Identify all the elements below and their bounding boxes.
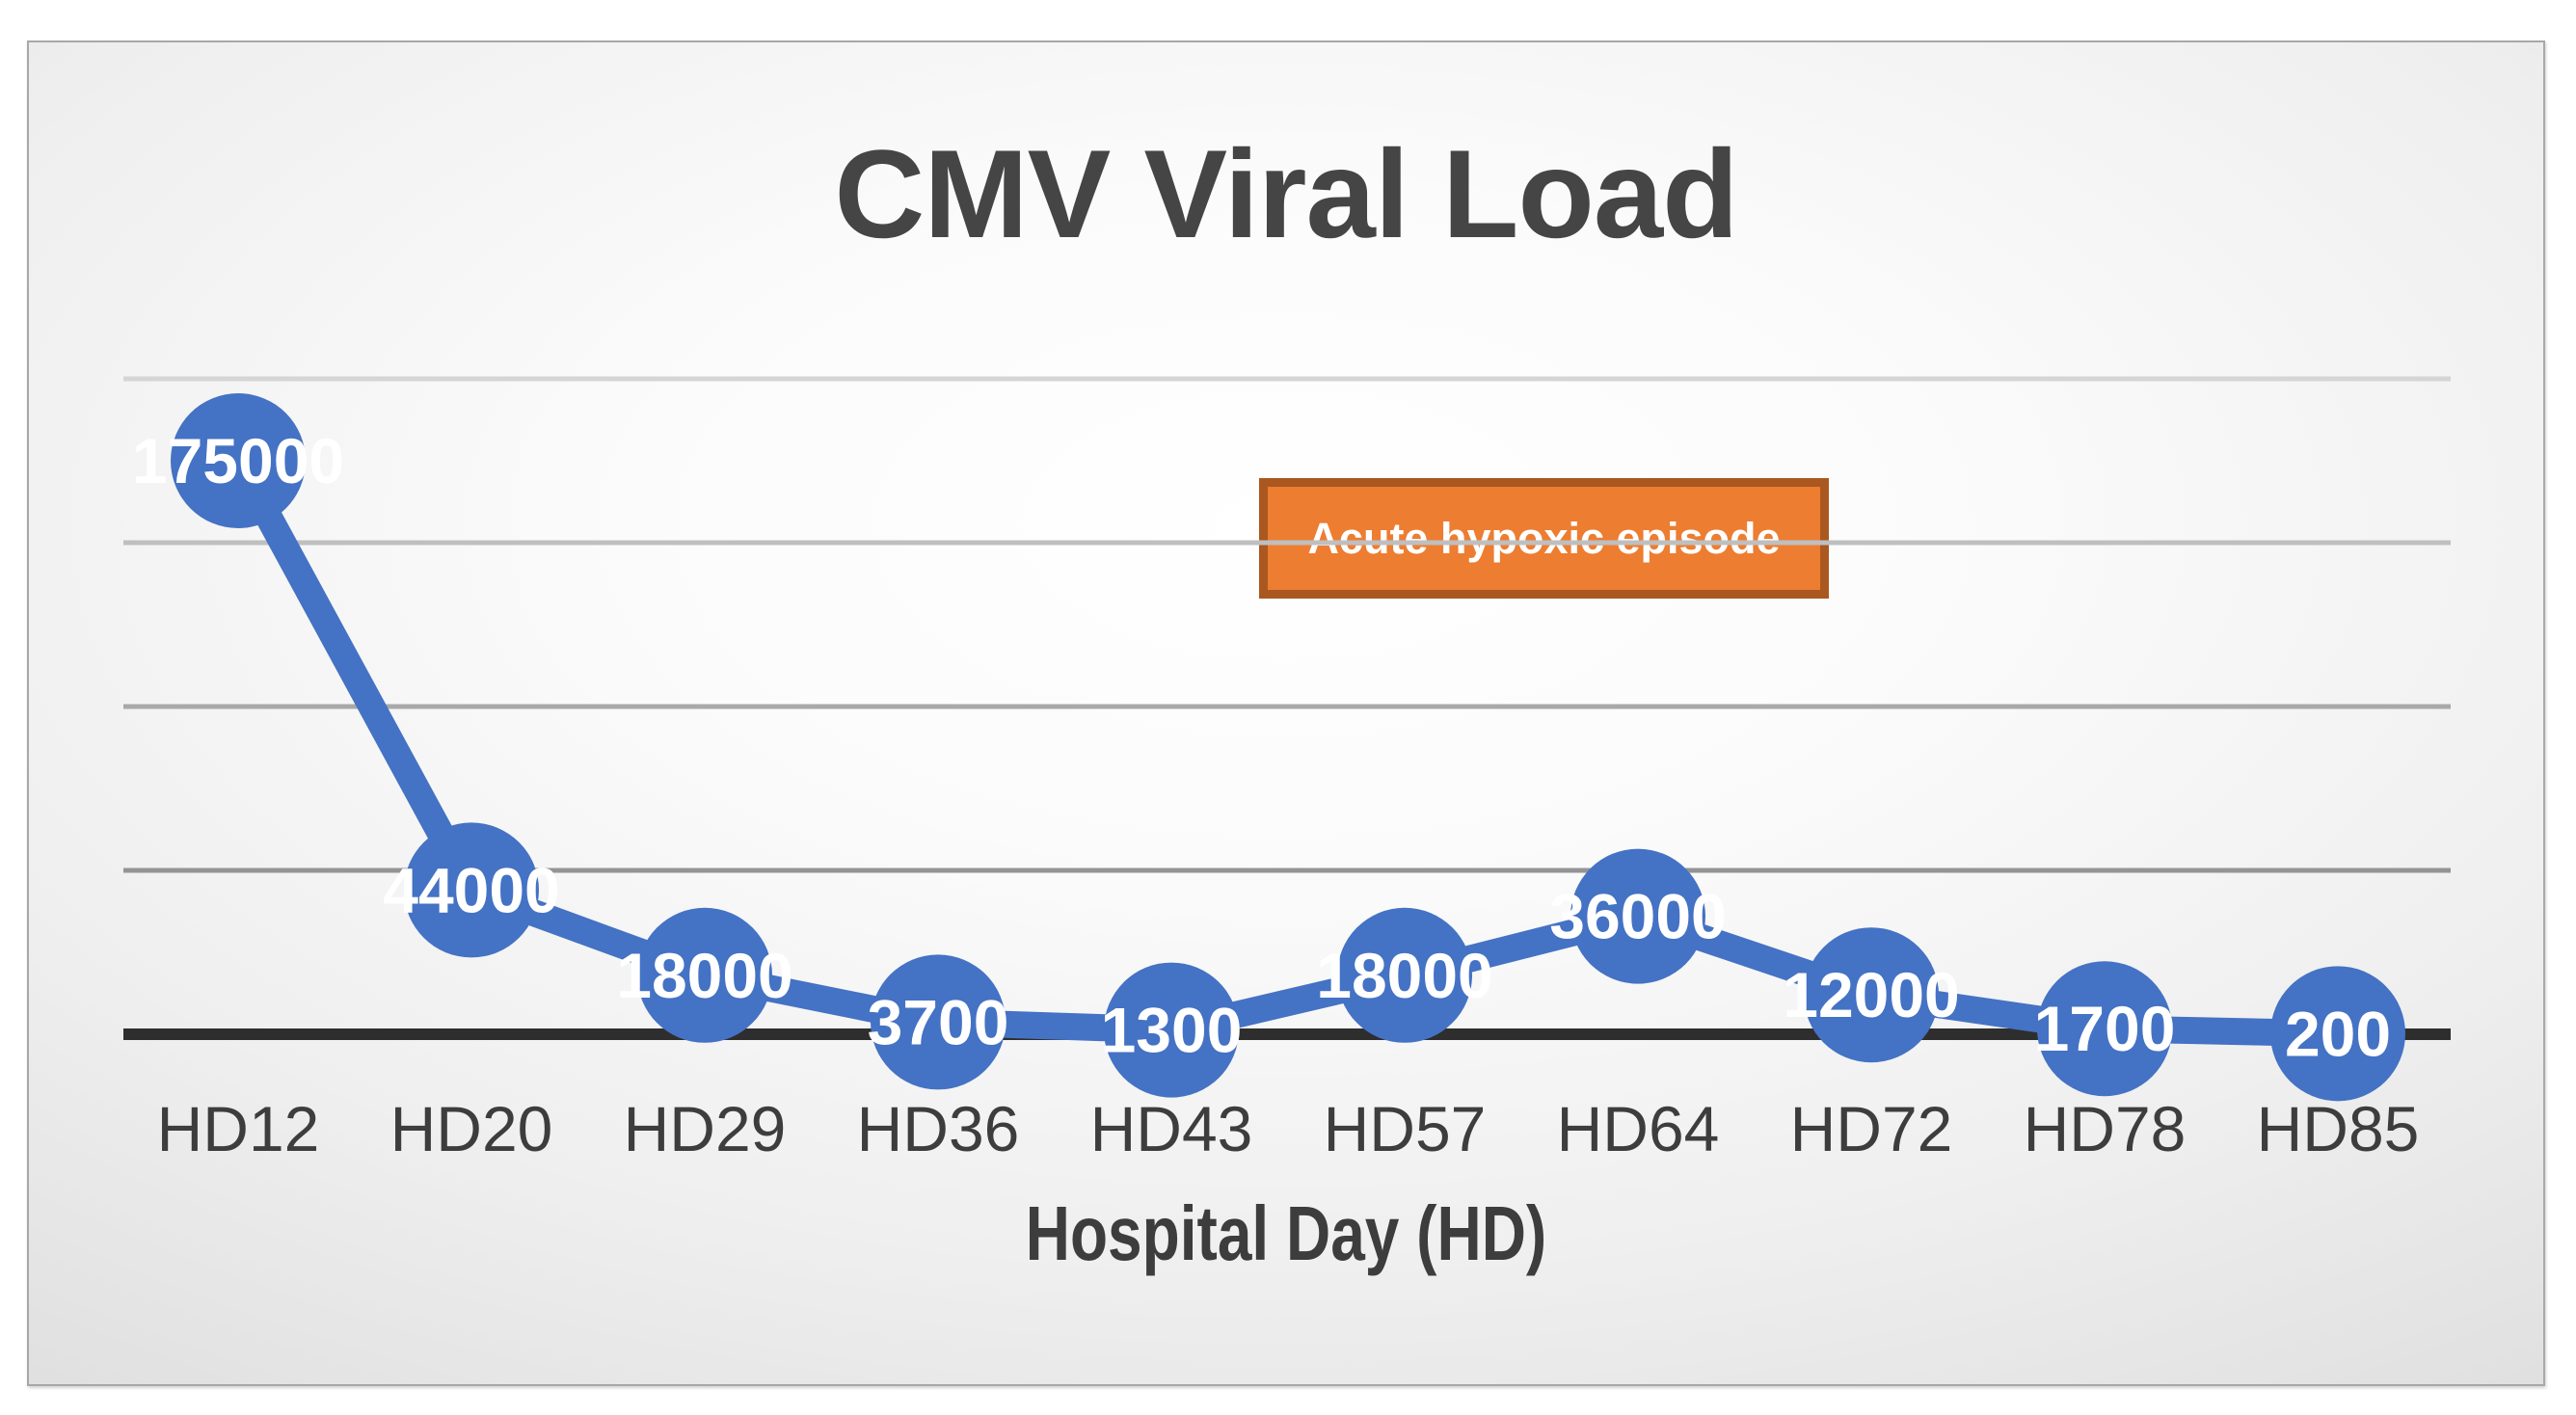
- x-tick-label: HD29: [624, 1093, 787, 1164]
- data-point-marker: [171, 393, 306, 528]
- data-point-marker: [871, 954, 1006, 1090]
- slide-background: CMV Viral Load Hospital Day (HD) Acute h…: [27, 40, 2545, 1386]
- x-tick-label: HD43: [1090, 1093, 1253, 1164]
- x-tick-label: HD36: [857, 1093, 1020, 1164]
- chart-title: CMV Viral Load: [834, 123, 1738, 264]
- annotation-label: Acute hypoxic episode: [1307, 513, 1781, 563]
- data-point-label: 1700: [2034, 993, 2176, 1064]
- data-point-label: 12000: [1783, 959, 1960, 1030]
- x-tick-label: HD85: [2257, 1093, 2420, 1164]
- data-point-label: 1300: [1101, 995, 1243, 1066]
- x-tick-label: HD12: [157, 1093, 320, 1164]
- data-point-marker: [1104, 962, 1239, 1098]
- data-point-label: 18000: [1316, 940, 1493, 1011]
- annotation-box: Acute hypoxic episode: [1259, 478, 1829, 599]
- x-tick-label: HD64: [1557, 1093, 1720, 1164]
- x-tick-label: HD20: [390, 1093, 553, 1164]
- data-point-marker: [2270, 966, 2405, 1102]
- data-point-label: 200: [2285, 998, 2391, 1069]
- data-point-marker: [1337, 907, 1472, 1043]
- data-point-label: 3700: [868, 986, 1009, 1057]
- data-point-label: 18000: [616, 940, 793, 1011]
- x-axis-title: Hospital Day (HD): [1025, 1190, 1547, 1276]
- series-line: [226, 454, 2339, 1048]
- data-point-label: 44000: [383, 854, 560, 925]
- data-point-marker: [637, 907, 772, 1043]
- data-point-marker: [2037, 961, 2172, 1097]
- data-point-marker: [404, 822, 539, 958]
- data-point-label: 36000: [1549, 881, 1727, 952]
- data-point-marker: [1804, 927, 1939, 1063]
- data-point-marker: [1570, 848, 1705, 984]
- x-tick-label: HD72: [1790, 1093, 1953, 1164]
- data-point-label: 175000: [132, 425, 344, 496]
- x-tick-label: HD57: [1324, 1093, 1487, 1164]
- x-tick-label: HD78: [2024, 1093, 2187, 1164]
